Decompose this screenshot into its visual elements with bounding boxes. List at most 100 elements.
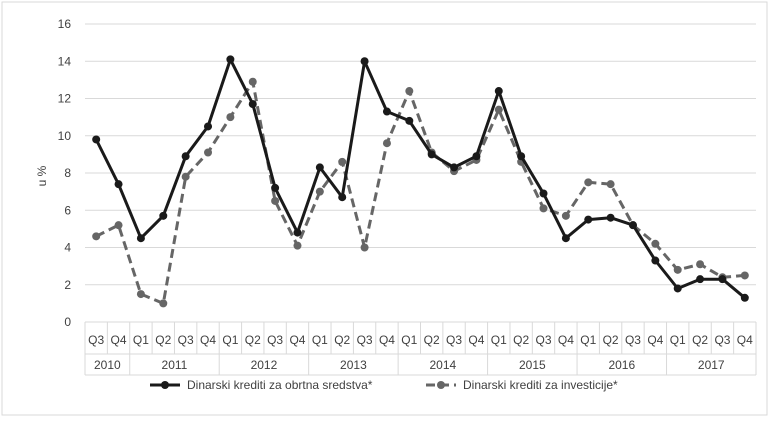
data-point bbox=[226, 113, 235, 122]
data-point bbox=[159, 211, 168, 220]
data-point bbox=[136, 234, 145, 243]
data-point bbox=[606, 213, 615, 222]
x-tick-label-quarter: Q3 bbox=[178, 333, 194, 347]
x-tick-label-quarter: Q4 bbox=[289, 333, 305, 347]
data-point bbox=[405, 87, 414, 96]
data-point bbox=[293, 228, 302, 237]
data-point bbox=[114, 180, 123, 189]
x-tick-label-year: 2014 bbox=[430, 358, 457, 372]
data-point bbox=[92, 135, 101, 144]
x-tick-label-quarter: Q3 bbox=[625, 333, 641, 347]
data-point bbox=[673, 284, 682, 293]
data-point bbox=[606, 180, 615, 189]
data-point bbox=[517, 152, 526, 161]
data-point bbox=[315, 163, 324, 172]
data-point bbox=[360, 57, 369, 66]
data-point bbox=[114, 221, 123, 230]
data-point bbox=[696, 275, 705, 284]
data-point bbox=[539, 204, 548, 213]
y-tick-label: 16 bbox=[58, 17, 72, 31]
data-point bbox=[740, 271, 749, 280]
x-tick-label-quarter: Q3 bbox=[714, 333, 730, 347]
data-point bbox=[472, 152, 481, 161]
data-point bbox=[539, 189, 548, 198]
data-point bbox=[92, 232, 101, 241]
x-tick-label-quarter: Q4 bbox=[647, 333, 663, 347]
x-tick-label-quarter: Q3 bbox=[536, 333, 552, 347]
x-tick-label-year: 2017 bbox=[698, 358, 725, 372]
x-tick-label-quarter: Q3 bbox=[357, 333, 373, 347]
x-tick-label-quarter: Q2 bbox=[424, 333, 440, 347]
data-point bbox=[405, 116, 414, 125]
data-point bbox=[718, 275, 727, 284]
data-point bbox=[204, 122, 213, 131]
data-point bbox=[427, 150, 436, 159]
x-tick-label-year: 2010 bbox=[94, 358, 121, 372]
series-line bbox=[94, 57, 746, 299]
x-tick-label-quarter: Q4 bbox=[737, 333, 753, 347]
data-point bbox=[204, 148, 213, 157]
data-point bbox=[136, 290, 145, 299]
data-point bbox=[561, 211, 570, 220]
y-tick-label: 6 bbox=[64, 203, 71, 217]
x-tick-label-quarter: Q4 bbox=[111, 333, 127, 347]
x-tick-label-quarter: Q1 bbox=[580, 333, 596, 347]
x-tick-label-quarter: Q4 bbox=[468, 333, 484, 347]
x-tick-label-year: 2013 bbox=[340, 358, 367, 372]
legend-label: Dinarski krediti za investicije* bbox=[463, 378, 618, 392]
x-tick-label-quarter: Q4 bbox=[379, 333, 395, 347]
data-point bbox=[584, 178, 593, 187]
data-point bbox=[494, 87, 503, 96]
x-tick-label-quarter: Q1 bbox=[670, 333, 686, 347]
data-point bbox=[584, 215, 593, 224]
data-point bbox=[382, 139, 391, 148]
y-tick-label: 0 bbox=[64, 315, 71, 329]
data-point bbox=[382, 107, 391, 116]
x-tick-label-quarter: Q2 bbox=[245, 333, 261, 347]
data-point bbox=[315, 187, 324, 196]
x-tick-label-quarter: Q3 bbox=[88, 333, 104, 347]
x-tick-label-quarter: Q2 bbox=[692, 333, 708, 347]
y-axis: 0 2 4 6 8 10 12 14 16 bbox=[58, 17, 72, 329]
x-tick-label-year: 2016 bbox=[608, 358, 635, 372]
x-tick-label-quarter: Q2 bbox=[334, 333, 350, 347]
series-1 bbox=[92, 55, 749, 302]
x-tick-label-quarter: Q4 bbox=[558, 333, 574, 347]
x-tick-label-year: 2015 bbox=[519, 358, 546, 372]
legend-marker bbox=[161, 381, 169, 389]
x-tick-label-quarter: Q3 bbox=[446, 333, 462, 347]
x-tick-label-quarter: Q2 bbox=[513, 333, 529, 347]
x-tick-label-quarter: Q1 bbox=[312, 333, 328, 347]
y-axis-label: u % bbox=[35, 165, 49, 186]
data-point bbox=[740, 293, 749, 302]
x-tick-label-year: 2012 bbox=[251, 358, 278, 372]
data-point bbox=[226, 55, 235, 64]
data-point bbox=[159, 299, 168, 308]
data-point bbox=[338, 193, 347, 202]
x-tick-label-quarter: Q2 bbox=[603, 333, 619, 347]
data-point bbox=[248, 77, 257, 86]
legend-label: Dinarski krediti za obrtna sredstva* bbox=[187, 378, 373, 392]
data-point bbox=[628, 221, 637, 230]
y-tick-label: 10 bbox=[58, 129, 72, 143]
data-point bbox=[181, 172, 190, 181]
x-tick-label-quarter: Q1 bbox=[133, 333, 149, 347]
data-point bbox=[248, 100, 257, 109]
x-tick-label-year: 2011 bbox=[162, 358, 188, 372]
data-point bbox=[271, 183, 280, 192]
data-point bbox=[293, 241, 302, 250]
data-point bbox=[673, 265, 682, 274]
x-tick-label-quarter: Q3 bbox=[267, 333, 283, 347]
data-point bbox=[338, 157, 347, 166]
y-tick-label: 8 bbox=[64, 166, 71, 180]
x-tick-label-quarter: Q2 bbox=[155, 333, 171, 347]
y-tick-label: 2 bbox=[64, 278, 71, 292]
data-point bbox=[561, 234, 570, 243]
y-tick-label: 14 bbox=[58, 54, 72, 68]
data-point bbox=[696, 260, 705, 269]
data-point bbox=[450, 163, 459, 172]
x-tick-label-quarter: Q4 bbox=[200, 333, 216, 347]
x-tick-label-quarter: Q1 bbox=[491, 333, 507, 347]
